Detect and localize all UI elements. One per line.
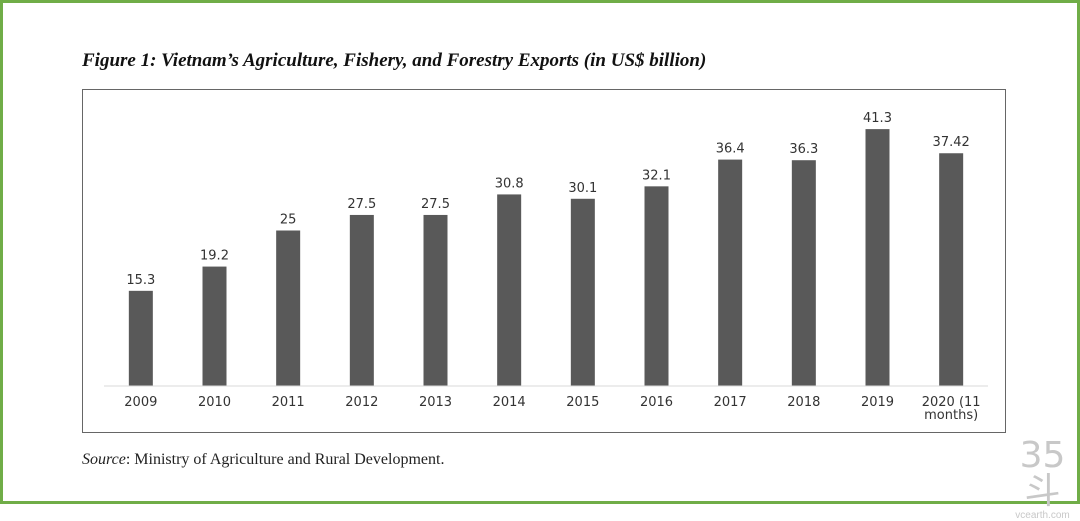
x-tick-label: 2020 (11: [922, 395, 981, 410]
bar: [276, 230, 301, 386]
data-label: 25: [280, 213, 297, 228]
data-label: 32.1: [642, 168, 671, 183]
bar: [349, 214, 374, 386]
watermark-mark: 35斗: [1019, 435, 1066, 512]
data-label: 41.3: [863, 111, 892, 126]
data-label: 15.3: [126, 273, 155, 288]
bar: [497, 194, 522, 386]
data-label: 36.3: [789, 142, 818, 157]
data-label: 19.2: [200, 249, 229, 264]
bar: [939, 153, 964, 386]
chart-area: 15.3 2009 19.2 2010 25 2011 27.5 2012 27.5 2013 30…: [82, 89, 1006, 433]
data-label: 30.1: [568, 181, 597, 196]
bar: [718, 159, 743, 386]
source-label: Source: [82, 451, 126, 468]
x-tick-label: 2010: [198, 395, 231, 410]
bar: [791, 160, 816, 386]
x-tick-label: 2009: [124, 395, 157, 410]
watermark-site: vcearth.com: [1015, 510, 1070, 521]
watermark-logo: 35斗 vcearth.com: [1005, 438, 1080, 521]
data-label: 27.5: [421, 197, 450, 212]
figure-title: Figure 1: Vietnam’s Agriculture, Fishery…: [82, 50, 707, 71]
x-tick-label: 2019: [861, 395, 894, 410]
x-tick-label: 2017: [714, 395, 747, 410]
bar-chart: 15.3 2009 19.2 2010 25 2011 27.5 2012 27.5 2013 30…: [104, 111, 988, 423]
x-tick-label: 2014: [493, 395, 526, 410]
bar: [423, 214, 448, 386]
x-tick-label: 2011: [272, 395, 305, 410]
x-tick-label: 2015: [566, 395, 599, 410]
data-label: 36.4: [716, 142, 745, 157]
x-tick-label: 2013: [419, 395, 452, 410]
x-tick-label: months): [924, 408, 978, 423]
source-note: Source: Ministry of Agriculture and Rura…: [82, 451, 444, 469]
source-text: : Ministry of Agriculture and Rural Deve…: [125, 451, 445, 468]
data-label: 27.5: [347, 197, 376, 212]
data-label: 37.42: [933, 135, 970, 150]
bar: [644, 186, 669, 386]
data-label: 30.8: [495, 176, 524, 191]
bar: [865, 129, 890, 386]
bar: [570, 198, 595, 386]
figure-frame: [0, 0, 1080, 504]
x-tick-label: 2016: [640, 395, 673, 410]
x-tick-label: 2012: [345, 395, 378, 410]
x-tick-label: 2018: [787, 395, 820, 410]
bar: [128, 290, 153, 386]
bar: [202, 266, 227, 386]
